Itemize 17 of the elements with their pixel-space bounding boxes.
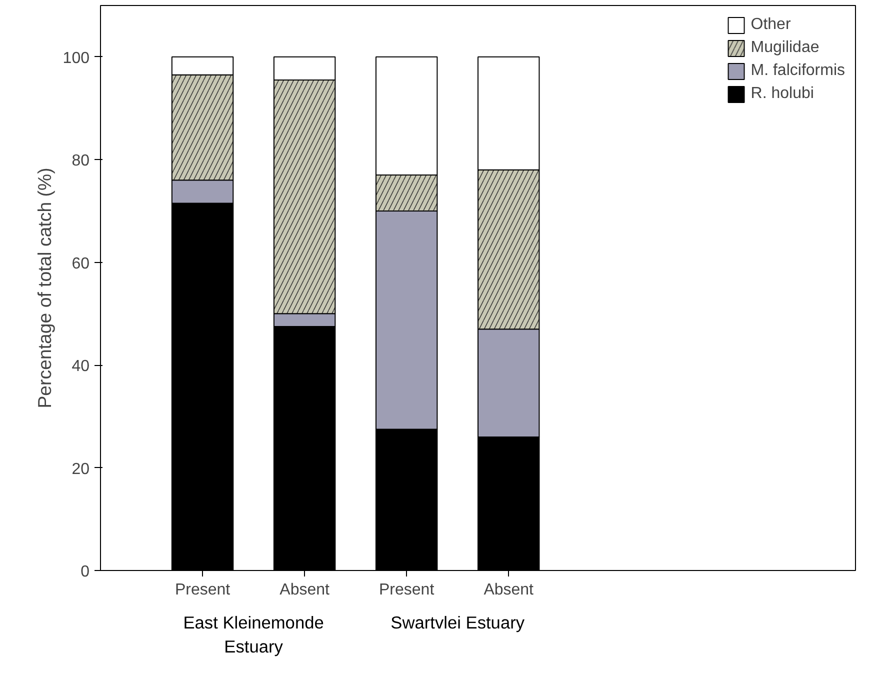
y-tick-label: 60 xyxy=(72,255,90,272)
legend-label: M. falciformis xyxy=(750,62,845,80)
text: Swartvlei Estuary xyxy=(390,612,525,632)
legend-label: Mugilidae xyxy=(750,39,820,57)
y-tick-label: 80 xyxy=(72,152,90,170)
y-tick-label: 20 xyxy=(72,460,90,478)
legend-label: Other xyxy=(750,16,791,34)
x-tick-label: Absent xyxy=(484,582,534,598)
y-tick-label: 40 xyxy=(72,358,90,376)
x-tick-label: Present xyxy=(174,582,231,598)
y-axis-title: Percentage of total catch (%) xyxy=(34,168,55,408)
y-tick-label: 100 xyxy=(62,50,90,67)
y-tick-label: 0 xyxy=(80,564,90,580)
text: East Kleinemonde Estuary xyxy=(183,612,324,656)
x-tick-label: Present xyxy=(379,582,435,598)
legend-label: R. holubi xyxy=(750,85,814,103)
x-tick-label: Absent xyxy=(280,582,330,598)
